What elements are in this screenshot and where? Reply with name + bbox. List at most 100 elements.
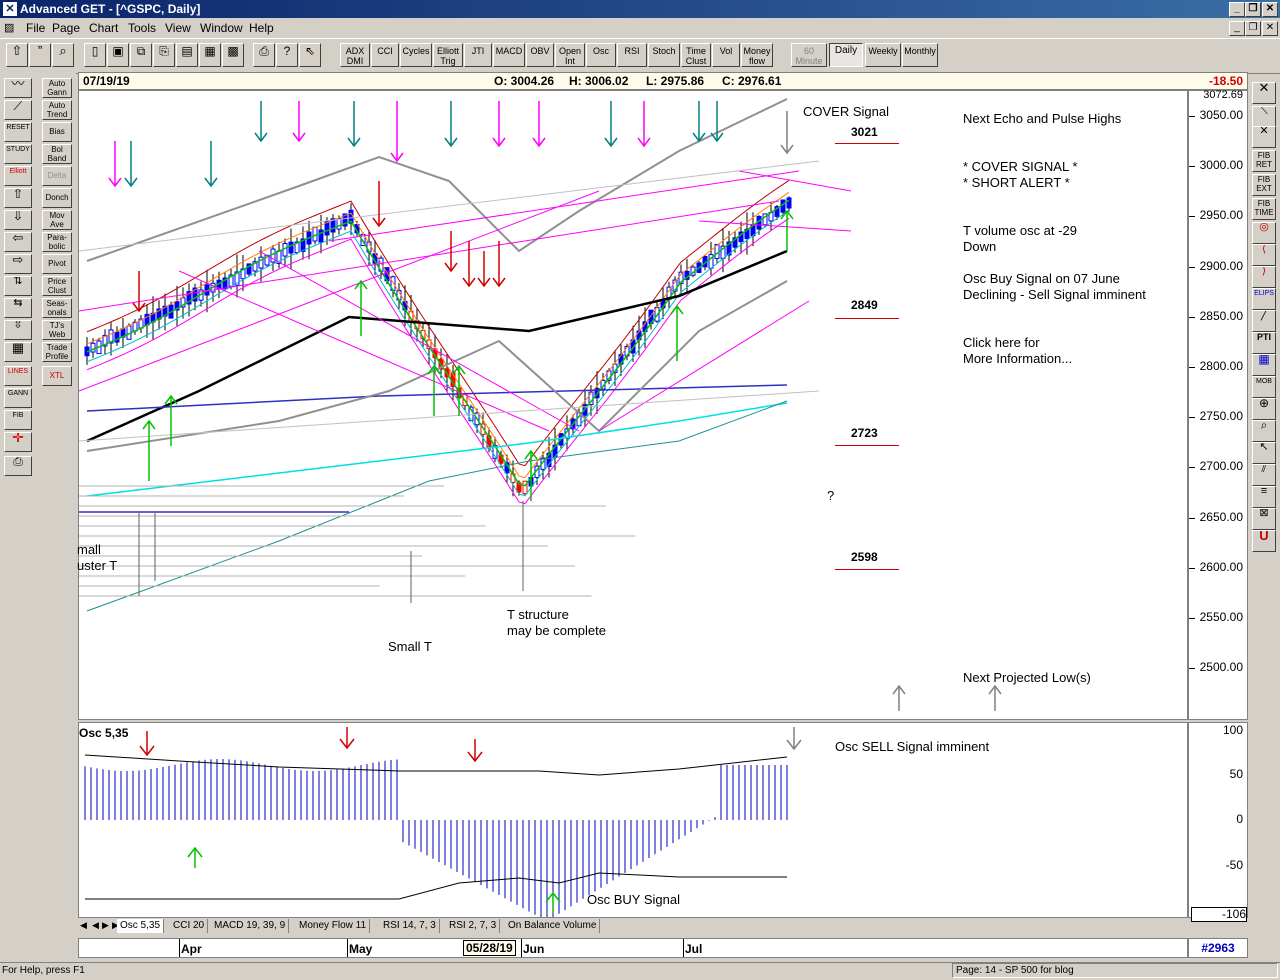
- tb-macd[interactable]: MACD: [493, 43, 525, 67]
- print-icon[interactable]: ⎙: [253, 43, 275, 67]
- cross-lines-icon[interactable]: ✕: [1252, 126, 1276, 148]
- tool-tjs-web[interactable]: TJ's Web: [42, 320, 72, 340]
- paste-icon[interactable]: ⎘: [153, 43, 175, 67]
- doc-icon[interactable]: ▨: [4, 22, 15, 34]
- close-button[interactable]: ✕: [1262, 2, 1278, 17]
- magnet-icon[interactable]: U: [1252, 530, 1276, 552]
- close-x-icon[interactable]: ✕: [1252, 82, 1276, 104]
- left-arrow-icon[interactable]: ⇦: [4, 232, 32, 252]
- tool-parabolic[interactable]: Para-bolic: [42, 232, 72, 252]
- lines-icon[interactable]: LINES: [4, 366, 32, 386]
- tb-jti[interactable]: JTI: [464, 43, 492, 67]
- zoom-in-icon[interactable]: ⊕: [1252, 398, 1276, 420]
- tab-money-flow[interactable]: Money Flow 11: [296, 919, 371, 933]
- tb-open-int[interactable]: Open Int: [555, 43, 585, 67]
- down-arrow-icon[interactable]: ⇩: [4, 210, 32, 230]
- tab-cci[interactable]: CCI 20: [170, 919, 209, 933]
- crosshair-icon[interactable]: ✛: [4, 432, 32, 452]
- tb-60-minute[interactable]: 60 Minute: [791, 43, 827, 67]
- tb-money-flow[interactable]: Money flow: [741, 43, 773, 67]
- menu-window[interactable]: Window: [200, 21, 243, 35]
- fib-arc-icon[interactable]: ⟩: [1252, 266, 1276, 288]
- new-icon[interactable]: ▯: [84, 43, 106, 67]
- tb-monthly[interactable]: Monthly: [902, 43, 938, 67]
- tb-daily[interactable]: Daily: [829, 43, 863, 67]
- tb-time-clust[interactable]: Time Clust: [681, 43, 711, 67]
- zoom-search-icon[interactable]: ⌕: [1252, 420, 1276, 442]
- tab-rsi-14[interactable]: RSI 14, 7, 3: [380, 919, 440, 933]
- elliott-wave-icon[interactable]: 〰: [4, 78, 32, 98]
- fib-fan-icon[interactable]: ⟨: [1252, 244, 1276, 266]
- tool-bol-band[interactable]: Bol Band: [42, 144, 72, 164]
- menu-tools[interactable]: Tools: [128, 21, 157, 35]
- grid-blue-icon[interactable]: ▦: [1252, 354, 1276, 376]
- tab-scroll-first-icon[interactable]: ◀: [80, 920, 87, 930]
- tb-cycles[interactable]: Cycles: [400, 43, 432, 67]
- mob-icon[interactable]: MOB: [1252, 376, 1276, 398]
- tb-cci[interactable]: CCI: [371, 43, 399, 67]
- up-down-icon[interactable]: ⇳: [4, 320, 32, 340]
- gann-box-icon[interactable]: ⊠: [1252, 508, 1276, 530]
- layout-icon[interactable]: ▤: [176, 43, 198, 67]
- tb-stoch[interactable]: Stoch: [648, 43, 680, 67]
- save-icon[interactable]: ▣: [107, 43, 129, 67]
- minimize-button[interactable]: _: [1229, 2, 1245, 17]
- tool-bias[interactable]: Bias: [42, 122, 72, 142]
- click-here-label[interactable]: Click here for: [963, 335, 1040, 350]
- tool-xtl[interactable]: XTL: [42, 366, 72, 386]
- menu-page[interactable]: Page: [52, 21, 81, 35]
- ellipse-icon[interactable]: ELIPS: [1252, 288, 1276, 310]
- help-icon[interactable]: ?: [276, 43, 298, 67]
- reset-icon[interactable]: RESET: [4, 122, 32, 142]
- tool-seasonals[interactable]: Seas-onals: [42, 298, 72, 318]
- vertical-arrows-icon[interactable]: ⇅: [4, 276, 32, 296]
- tool-donch[interactable]: Donch: [42, 188, 72, 208]
- menu-chart[interactable]: Chart: [89, 21, 119, 35]
- elliott-icon[interactable]: Elliott: [4, 166, 32, 186]
- menu-help[interactable]: Help: [249, 21, 274, 35]
- fan-lines-icon[interactable]: ⟍: [1252, 106, 1276, 128]
- pointer-icon[interactable]: ↖: [1252, 442, 1276, 464]
- up-arrow-icon[interactable]: ⇧: [4, 188, 32, 208]
- channel-icon[interactable]: ⫽: [1252, 464, 1276, 486]
- copy-icon[interactable]: ⧉: [130, 43, 152, 67]
- tab-rsi-2[interactable]: RSI 2, 7, 3: [446, 919, 501, 933]
- tool-pivot[interactable]: Pivot: [42, 254, 72, 274]
- quote-icon[interactable]: ”: [29, 43, 51, 67]
- tb-obv[interactable]: OBV: [526, 43, 554, 67]
- pti-icon[interactable]: PTI: [1252, 332, 1276, 354]
- gann-fan-icon[interactable]: ⟋: [4, 100, 32, 120]
- grid-tool-icon[interactable]: ▦: [4, 342, 32, 362]
- tool-price-clust[interactable]: Price Clust: [42, 276, 72, 296]
- fib-icon[interactable]: FIB: [4, 410, 32, 430]
- tab-scroll-right-icon[interactable]: ▶: [102, 920, 109, 930]
- printer-small-icon[interactable]: ⎙: [4, 456, 32, 476]
- tb-osc[interactable]: Osc: [586, 43, 616, 67]
- price-chart-canvas[interactable]: [79, 91, 1187, 719]
- parallel-icon[interactable]: ≡: [1252, 486, 1276, 508]
- tb-weekly[interactable]: Weekly: [865, 43, 901, 67]
- tool-mov-ave[interactable]: Mov Ave: [42, 210, 72, 230]
- context-help-icon[interactable]: ⇖: [299, 43, 321, 67]
- tb-adx-dmi[interactable]: ADX DMI: [340, 43, 370, 67]
- grid-icon[interactable]: ▦: [199, 43, 221, 67]
- tab-osc[interactable]: Osc 5,35: [117, 919, 165, 933]
- tool-auto-gann[interactable]: Auto Gann: [42, 78, 72, 98]
- magnify-icon[interactable]: ⌕: [52, 43, 74, 67]
- fib-ret-icon[interactable]: FIB RET: [1252, 150, 1276, 172]
- right-arrow-icon[interactable]: ⇨: [4, 254, 32, 274]
- tb-vol[interactable]: Vol: [712, 43, 740, 67]
- tab-obv[interactable]: On Balance Volume: [505, 919, 601, 933]
- oscillator-canvas[interactable]: [79, 723, 1187, 917]
- restore-button[interactable]: ❐: [1245, 2, 1261, 17]
- pattern-icon[interactable]: ▩: [222, 43, 244, 67]
- gann-icon[interactable]: GANN: [4, 388, 32, 408]
- tab-macd[interactable]: MACD 19, 39, 9: [211, 919, 290, 933]
- tab-scroll-left-icon[interactable]: ◀: [92, 920, 99, 930]
- doc-restore-button[interactable]: ❐: [1245, 21, 1261, 36]
- tb-elliott-trig[interactable]: Elliott Trig: [433, 43, 463, 67]
- tool-auto-trend[interactable]: Auto Trend: [42, 100, 72, 120]
- doc-close-button[interactable]: ✕: [1262, 21, 1278, 36]
- horizontal-arrows-icon[interactable]: ⇆: [4, 298, 32, 318]
- tb-rsi[interactable]: RSI: [617, 43, 647, 67]
